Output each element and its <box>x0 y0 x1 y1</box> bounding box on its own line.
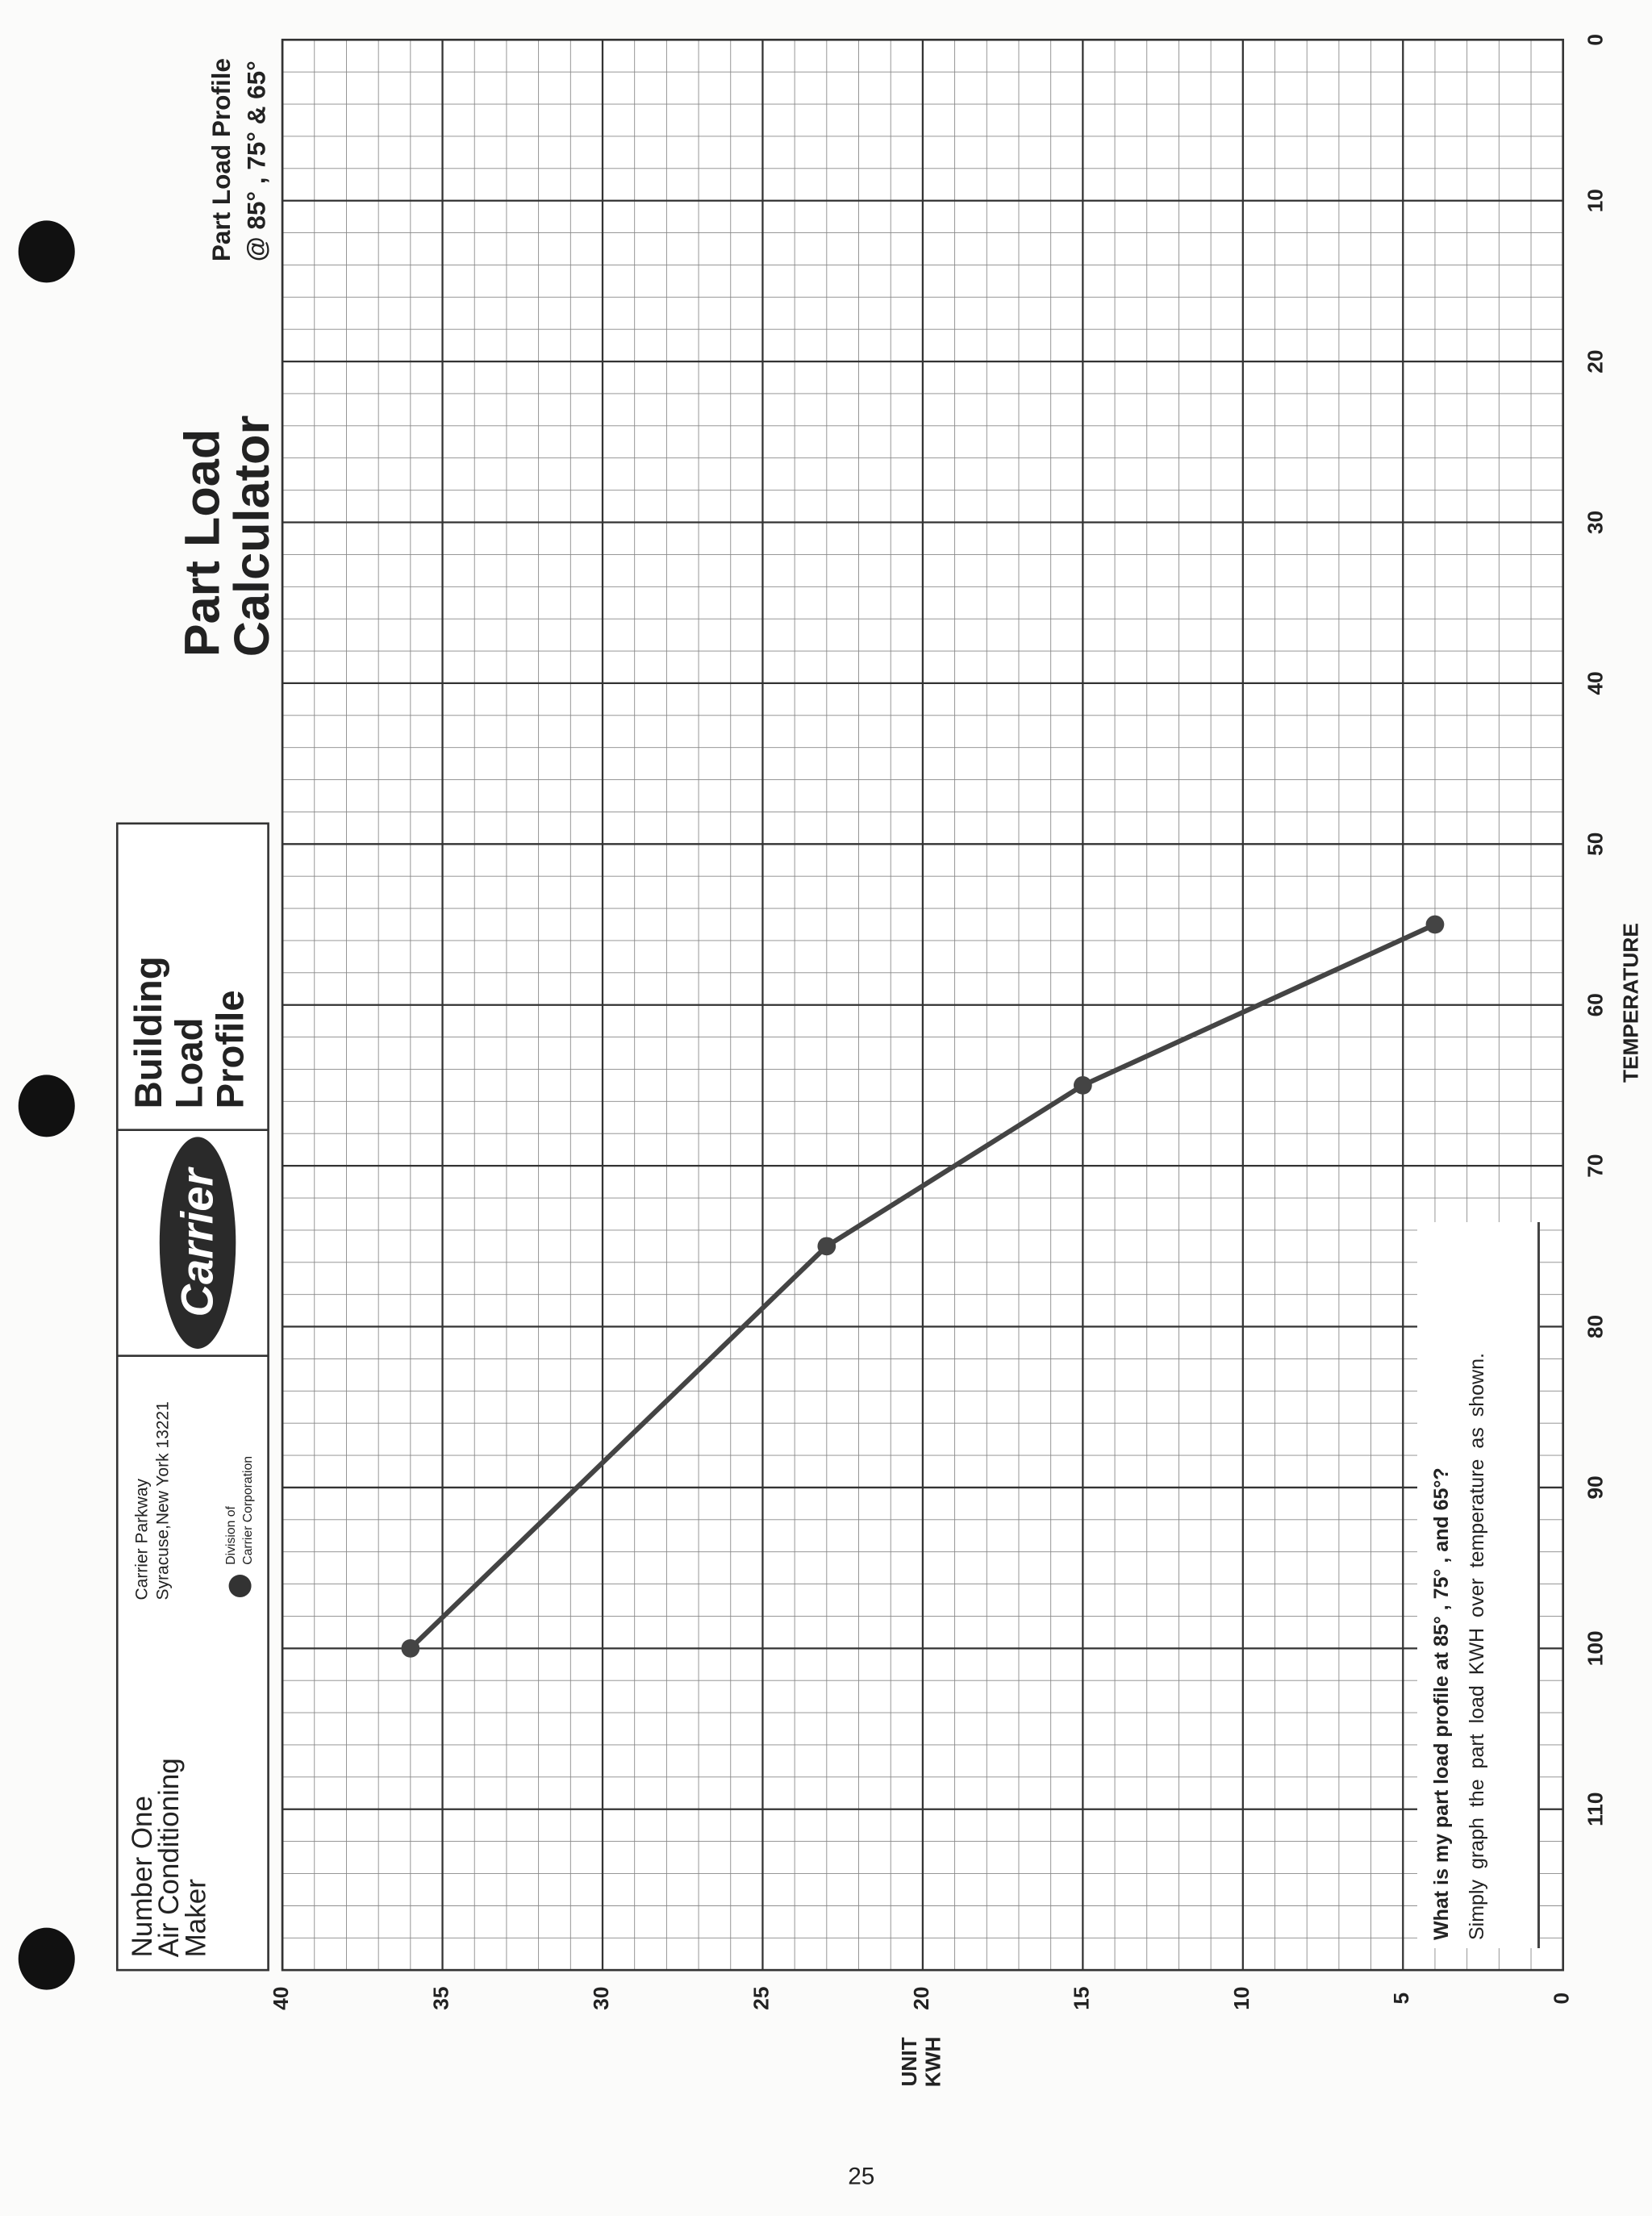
info-box: Building Load Profile Carrier Carrier Pa… <box>115 822 269 1972</box>
address: Carrier Parkway <box>132 1478 151 1600</box>
marks <box>401 915 1445 1658</box>
x-tick-label: 10 <box>1583 189 1608 212</box>
x-tick-label: 90 <box>1583 1475 1608 1499</box>
y-tick-label: 35 <box>428 1987 453 2010</box>
heading: Load <box>169 1018 211 1109</box>
heading: Building <box>127 956 170 1108</box>
x-tick-label: 30 <box>1583 511 1608 534</box>
logo-text: Carrier <box>171 1166 222 1317</box>
y-tick-label: 20 <box>909 1987 933 2010</box>
page-number: 25 <box>848 2163 874 2189</box>
annotation-question: What is my part load profile at 85° , 75… <box>1430 1467 1453 1940</box>
division-icon <box>228 1575 252 1598</box>
y-tick-label: 40 <box>269 1987 293 2010</box>
x-tick-label: 60 <box>1583 993 1608 1016</box>
x-tick-label: 100 <box>1583 1630 1608 1666</box>
data-point <box>817 1237 836 1256</box>
chart-title: Calculator <box>224 415 279 657</box>
data-point <box>401 1638 420 1658</box>
y-axis-label: KWH <box>921 2037 945 2088</box>
logo <box>159 1137 236 1349</box>
y-tick-label: 0 <box>1550 1993 1574 2005</box>
subtitle: @ 85° , 75° & 65° <box>242 61 271 261</box>
data-point <box>1073 1076 1092 1095</box>
grid <box>281 38 1565 1972</box>
x-tick-label: 20 <box>1583 350 1608 374</box>
y-tick-label: 5 <box>1389 1993 1413 2005</box>
slogan: Number One <box>127 1796 158 1957</box>
y-tick-label: 25 <box>749 1987 773 2010</box>
hole-punch <box>18 1075 75 1137</box>
hole-punch <box>18 1927 75 1990</box>
x-tick-label: 110 <box>1583 1792 1608 1826</box>
slogan: Air Conditioning <box>153 1758 185 1957</box>
chart-title: Part Load <box>175 429 230 657</box>
x-tick-label: 70 <box>1583 1154 1608 1178</box>
annotation: What is my part load profile at 85° , 75… <box>1417 1222 1540 1948</box>
x-axis-label: TEMPERATURE <box>1618 923 1642 1083</box>
y-tick-label: 30 <box>589 1987 613 2010</box>
x-tick-label: 80 <box>1583 1315 1608 1338</box>
data-line <box>408 922 1437 1651</box>
x-tick-label: 0 <box>1583 34 1608 46</box>
division: Carrier Corporation <box>241 1456 255 1565</box>
data-point <box>1425 915 1445 934</box>
plot-frame <box>281 38 1565 1972</box>
y-tick-label: 10 <box>1229 1987 1254 2010</box>
y-tick-label: 15 <box>1069 1987 1093 2010</box>
info-box-frame <box>115 822 269 1972</box>
subtitle: Part Load Profile <box>206 58 236 261</box>
x-tick-label: 50 <box>1583 833 1608 856</box>
annotation-text: Simply graph the part load KWH over temp… <box>1465 1353 1488 1940</box>
hole-punch <box>18 220 75 283</box>
division: Division of <box>224 1505 238 1564</box>
slogan: Maker <box>180 1879 211 1958</box>
heading: Profile <box>209 990 252 1108</box>
y-axis-label: UNIT <box>897 2037 921 2086</box>
x-tick-label: 40 <box>1583 671 1608 695</box>
address: Syracuse,New York 13221 <box>154 1401 173 1600</box>
